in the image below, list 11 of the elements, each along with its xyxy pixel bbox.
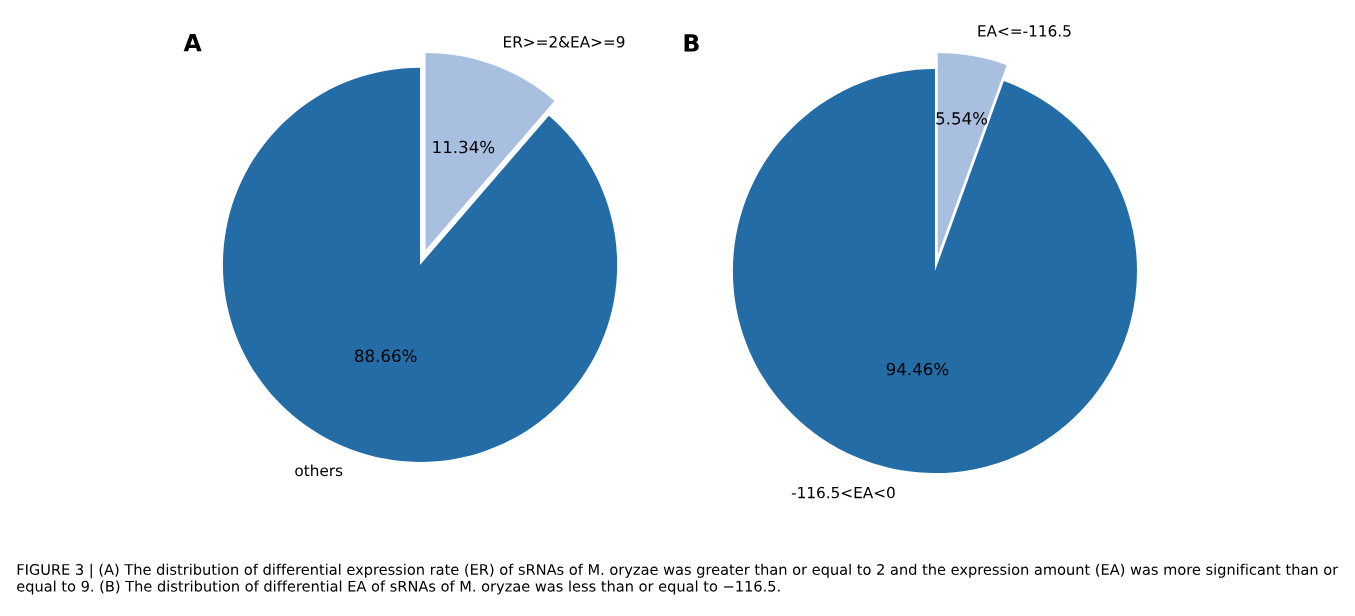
slice-label: EA<=-116.5 <box>978 25 1071 37</box>
data-label: 88.66% <box>355 349 417 363</box>
slice-label: others <box>295 464 343 477</box>
data-label: 11.34% <box>433 140 495 154</box>
chart-title: A <box>183 33 202 52</box>
data-label: 5.54% <box>936 112 988 125</box>
slice-label: -116.5<EA<0 <box>791 486 895 499</box>
caption: FIGURE 3 | (A) The distribution of differential expression rate (ER) of sRNAs of M. oryzae was greater than or equal to 2 and the expression amount (EA) was more significant than or equal to 9. (B) The distribution of differential EA of sRNAs of M. oryzae was less than or equal to −116.5. <box>17 563 1339 595</box>
data-label: 94.46% <box>886 362 949 376</box>
slice-label: ER>=2&EA>=9 <box>504 36 625 48</box>
chart-title: B <box>684 34 699 52</box>
